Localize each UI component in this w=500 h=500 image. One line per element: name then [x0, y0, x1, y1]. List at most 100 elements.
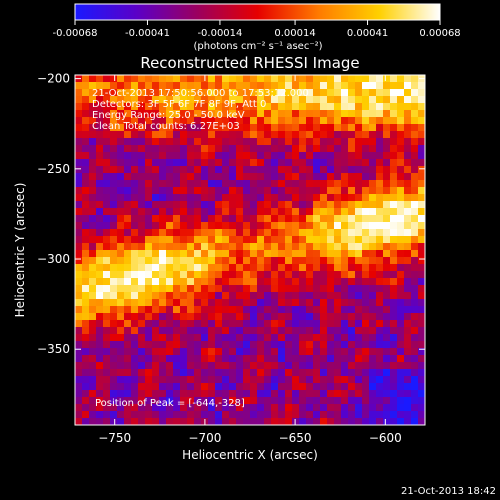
heatmap-cell — [180, 96, 188, 104]
heatmap-cell — [243, 292, 251, 300]
heatmap-cell — [96, 131, 104, 139]
heatmap-cell — [166, 166, 174, 174]
heatmap-cell — [138, 327, 146, 335]
heatmap-cell — [390, 257, 398, 265]
heatmap-cell — [166, 348, 174, 356]
heatmap-cell — [75, 271, 83, 279]
heatmap-cell — [229, 117, 237, 125]
heatmap-cell — [152, 222, 160, 230]
heatmap-cell — [327, 355, 335, 363]
heatmap-cell — [215, 229, 223, 237]
heatmap-cell — [397, 208, 405, 216]
heatmap-cell — [418, 271, 426, 279]
heatmap-cell — [383, 327, 391, 335]
heatmap-cell — [131, 180, 139, 188]
heatmap-cell — [152, 89, 160, 97]
heatmap-cell — [348, 362, 356, 370]
heatmap-cell — [124, 348, 132, 356]
heatmap-cell — [201, 362, 209, 370]
heatmap-cell — [313, 152, 321, 160]
heatmap-cell — [110, 376, 118, 384]
heatmap-cell — [341, 117, 349, 125]
heatmap-cell — [362, 82, 370, 90]
heatmap-cell — [271, 96, 279, 104]
heatmap-cell — [243, 194, 251, 202]
heatmap-cell — [208, 117, 216, 125]
heatmap-cell — [292, 369, 300, 377]
heatmap-cell — [201, 243, 209, 251]
heatmap-cell — [173, 355, 181, 363]
heatmap-cell — [124, 208, 132, 216]
heatmap-cell — [201, 110, 209, 118]
heatmap-cell — [257, 404, 265, 412]
heatmap-cell — [334, 355, 342, 363]
heatmap-cell — [376, 369, 384, 377]
heatmap-cell — [194, 180, 202, 188]
heatmap-cell — [117, 222, 125, 230]
heatmap-cell — [362, 376, 370, 384]
heatmap-cell — [236, 201, 244, 209]
heatmap-cell — [250, 411, 258, 419]
heatmap-cell — [292, 404, 300, 412]
heatmap-cell — [159, 362, 167, 370]
heatmap-cell — [236, 96, 244, 104]
heatmap-cell — [222, 82, 230, 90]
heatmap-cell — [250, 243, 258, 251]
heatmap-cell — [208, 173, 216, 181]
heatmap-cell — [341, 285, 349, 293]
heatmap-cell — [278, 320, 286, 328]
heatmap-cell — [404, 397, 412, 405]
heatmap-cell — [201, 180, 209, 188]
heatmap-cell — [208, 271, 216, 279]
heatmap-cell — [89, 145, 97, 153]
heatmap-cell — [110, 194, 118, 202]
heatmap-cell — [264, 355, 272, 363]
heatmap-cell — [166, 145, 174, 153]
heatmap-cell — [411, 299, 419, 307]
heatmap-cell — [278, 117, 286, 125]
heatmap-cell — [313, 355, 321, 363]
heatmap-cell — [411, 145, 419, 153]
heatmap-cell — [229, 82, 237, 90]
heatmap-cell — [390, 271, 398, 279]
heatmap-cell — [327, 264, 335, 272]
heatmap-cell — [243, 341, 251, 349]
heatmap-cell — [236, 152, 244, 160]
heatmap-cell — [236, 124, 244, 132]
heatmap-cell — [201, 166, 209, 174]
heatmap-cell — [292, 222, 300, 230]
heatmap-cell — [166, 306, 174, 314]
heatmap-cell — [89, 201, 97, 209]
heatmap-cell — [145, 390, 153, 398]
heatmap-cell — [334, 117, 342, 125]
heatmap-cell — [404, 362, 412, 370]
heatmap-cell — [362, 320, 370, 328]
heatmap-cell — [292, 327, 300, 335]
heatmap-cell — [131, 334, 139, 342]
heatmap-cell — [271, 124, 279, 132]
heatmap-cell — [89, 138, 97, 146]
heatmap-cell — [131, 418, 139, 426]
heatmap-cell — [152, 411, 160, 419]
heatmap-cell — [82, 208, 90, 216]
heatmap-cell — [173, 201, 181, 209]
heatmap-cell — [89, 236, 97, 244]
heatmap-cell — [257, 348, 265, 356]
heatmap-cell — [292, 194, 300, 202]
heatmap-cell — [418, 236, 426, 244]
heatmap-cell — [320, 166, 328, 174]
heatmap-cell — [194, 243, 202, 251]
heatmap-cell — [348, 383, 356, 391]
heatmap-cell — [334, 180, 342, 188]
heatmap-cell — [271, 404, 279, 412]
heatmap-cell — [390, 397, 398, 405]
heatmap-cell — [201, 411, 209, 419]
heatmap-cell — [201, 376, 209, 384]
heatmap-cell — [145, 89, 153, 97]
heatmap-cell — [327, 229, 335, 237]
heatmap-cell — [264, 82, 272, 90]
heatmap-cell — [131, 250, 139, 258]
heatmap-cell — [124, 131, 132, 139]
heatmap-cell — [145, 110, 153, 118]
heatmap-cell — [397, 159, 405, 167]
